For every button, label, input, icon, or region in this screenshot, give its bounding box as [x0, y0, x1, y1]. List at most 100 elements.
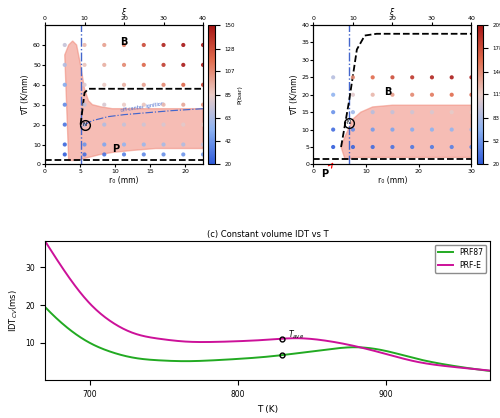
Point [368, 92, 376, 98]
Point [120, 82, 128, 88]
Point [388, 92, 396, 98]
Point [80, 121, 88, 128]
Point [448, 109, 456, 115]
Point [120, 42, 128, 48]
Point [368, 144, 376, 150]
Text: N: N [82, 122, 86, 127]
Point [199, 82, 207, 88]
Y-axis label: ∇T (K/mm): ∇T (K/mm) [21, 74, 30, 115]
PRF-E [487, 368, 493, 373]
Text: off-center ignition: off-center ignition [120, 101, 164, 113]
PRF87 [322, 347, 328, 352]
Point [140, 101, 148, 108]
Text: P: P [112, 145, 120, 155]
Point [349, 74, 357, 81]
Point [199, 61, 207, 68]
Point [349, 109, 357, 115]
PRF87 [487, 368, 493, 373]
Point [388, 109, 396, 115]
PRF-E [366, 347, 372, 352]
Point [468, 109, 475, 115]
Point [329, 109, 337, 115]
Point [61, 42, 69, 48]
Point [160, 42, 168, 48]
Point [368, 109, 376, 115]
Point [100, 151, 108, 158]
Point [61, 61, 69, 68]
Point [160, 101, 168, 108]
Point [408, 126, 416, 133]
Point [180, 121, 188, 128]
Point [388, 144, 396, 150]
Point [349, 92, 357, 98]
PRF87 [363, 345, 369, 350]
Y-axis label: IDT$_{CV}$(ms): IDT$_{CV}$(ms) [8, 289, 20, 332]
PRF-E [363, 346, 369, 351]
Point [180, 151, 188, 158]
Point [80, 82, 88, 88]
Point [448, 74, 456, 81]
Point [428, 144, 436, 150]
Point [408, 74, 416, 81]
Text: $T_{ave}$: $T_{ave}$ [288, 329, 304, 341]
Point [80, 61, 88, 68]
Point [140, 82, 148, 88]
Point [428, 109, 436, 115]
Point [140, 121, 148, 128]
PRF-E [322, 338, 328, 343]
Point [120, 141, 128, 148]
Point [388, 74, 396, 81]
Point [329, 126, 337, 133]
Point [448, 126, 456, 133]
Point [180, 141, 188, 148]
Text: B: B [120, 37, 128, 47]
Line: PRF-E: PRF-E [45, 241, 490, 371]
Point [448, 92, 456, 98]
X-axis label: r₀ (mm): r₀ (mm) [378, 176, 407, 185]
Text: N: N [347, 120, 351, 125]
Point [408, 92, 416, 98]
X-axis label: $\xi$: $\xi$ [390, 5, 396, 18]
Point [468, 92, 475, 98]
Point [180, 61, 188, 68]
Point [468, 144, 475, 150]
PRF-E [96, 309, 102, 314]
Point [468, 126, 475, 133]
Point [329, 144, 337, 150]
Point [140, 151, 148, 158]
PRF87 [218, 357, 224, 362]
Point [408, 109, 416, 115]
Point [428, 74, 436, 81]
Point [61, 141, 69, 148]
Point [180, 82, 188, 88]
Point [140, 141, 148, 148]
PRF-E [187, 339, 193, 344]
Point [388, 126, 396, 133]
Point [329, 92, 337, 98]
Point [120, 61, 128, 68]
Point [199, 121, 207, 128]
Point [199, 42, 207, 48]
Point [468, 74, 475, 81]
Point [120, 121, 128, 128]
Point [80, 42, 88, 48]
Text: P: P [322, 163, 332, 178]
Point [100, 82, 108, 88]
Point [199, 141, 207, 148]
Point [199, 151, 207, 158]
Title: (c) Constant volume IDT vs T: (c) Constant volume IDT vs T [206, 230, 328, 239]
Point [61, 82, 69, 88]
Point [180, 101, 188, 108]
Y-axis label: P(bar): P(bar) [238, 85, 242, 104]
X-axis label: T (K): T (K) [257, 405, 278, 414]
X-axis label: $\xi$: $\xi$ [121, 5, 127, 18]
Point [61, 121, 69, 128]
Point [160, 151, 168, 158]
Point [180, 42, 188, 48]
Point [329, 74, 337, 81]
Point [428, 126, 436, 133]
Point [100, 121, 108, 128]
Point [160, 141, 168, 148]
PRF87 [42, 304, 48, 309]
Point [80, 141, 88, 148]
